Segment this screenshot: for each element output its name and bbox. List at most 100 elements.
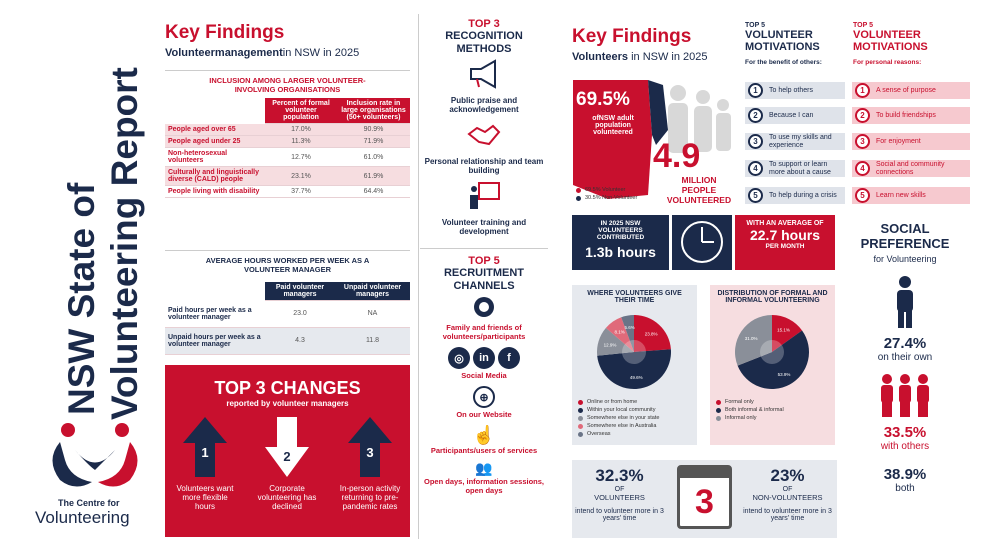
group-people-icon (881, 373, 929, 417)
pointer-icon: ☝ (472, 425, 496, 446)
left-title: Key Findings (165, 22, 285, 43)
change-item-3: 3 In-person activity returning to pre-pa… (335, 417, 405, 511)
pie-slice (737, 330, 809, 389)
motivation-number: 3 (748, 134, 763, 149)
recognition-panel: TOP 3 RECOGNITION METHODS Public praise … (424, 18, 544, 237)
motivation-label: A sense of purpose (876, 86, 936, 94)
distribution-pie-chart: 15.1% 53.9% 31.0% (735, 315, 809, 389)
participation-panel: 69.5% ofNSW adult population volunteered… (568, 75, 736, 205)
logo-line2: Volunteering (35, 508, 130, 527)
hours-table: Paid volunteer managers Unpaid volunteer … (165, 282, 410, 355)
average-box: WITH AN AVERAGE OF 22.7 hours PER MONTH (735, 215, 835, 270)
nsw-map-icon (573, 80, 731, 199)
motivation-right-item: 1 A sense of purpose (852, 82, 970, 99)
pie-data-label: 31.0% (745, 336, 758, 341)
changes-title: TOP 3 CHANGES (214, 378, 361, 398)
pie-center (622, 340, 646, 364)
pie-slice (597, 349, 671, 390)
inclusion-table: Percent of formal volunteer population In… (165, 98, 410, 198)
motivation-label: To support or learn more about a cause (769, 160, 831, 176)
inclusion-table-panel: INCLUSION AMONG LARGER VOLUNTEER-INVOLVI… (165, 76, 410, 246)
motivation-right-item: 3 For enjoyment (852, 133, 970, 150)
pie-data-label: 5.6% (624, 325, 634, 330)
motivation-right-item: 5 Learn new skills (852, 187, 970, 204)
pie-data-label: 12.9% (604, 342, 617, 347)
left-header: Key Findings Volunteermanagementin NSW i… (165, 14, 410, 72)
motivation-left-item: 3 To use my skills and experience (745, 133, 845, 150)
motivation-number: 5 (748, 188, 763, 203)
pie-slice (772, 315, 803, 352)
changes-subtitle: reported by volunteer managers (226, 399, 349, 408)
up-arrow-icon: 1 (183, 417, 227, 477)
facebook-icon: f (498, 347, 520, 370)
inclusion-col2: Inclusion rate in large organisations (5… (337, 98, 410, 124)
motivation-left-item: 4 To support or learn more about a cause (745, 160, 845, 177)
motivation-left-item: 2 Because I can (745, 107, 845, 124)
motivation-label: Social and community connections (876, 160, 945, 176)
pie-slice (634, 315, 671, 352)
table-row: People aged over 65 17.0% 90.9% (165, 123, 410, 136)
inclusion-heading: INCLUSION AMONG LARGER VOLUNTEER-INVOLVI… (209, 76, 366, 94)
motivation-number: 2 (855, 108, 870, 123)
contributed-box: IN 2025 NSW VOLUNTEERS CONTRIBUTED 1.3b … (572, 215, 669, 270)
motivations-right-header: TOP 5 VOLUNTEER MOTIVATIONS For personal… (853, 22, 928, 67)
hours-table-panel: AVERAGE HOURS WORKED PER WEEK AS A VOLUN… (165, 256, 410, 356)
svg-text:1: 1 (201, 445, 208, 460)
future-intent-panel: 32.3% OF VOLUNTEERS intend to volunteer … (572, 460, 837, 538)
top3-changes-panel: TOP 3 CHANGES reported by volunteer mana… (165, 365, 410, 537)
pie-slice (735, 315, 772, 366)
up-arrow-icon: 3 (348, 417, 392, 477)
where-pie-chart: 23.8% 49.6% 12.9% 8.1%5.6% (597, 315, 671, 390)
left-subtitle-rest: in NSW in 2025 (282, 47, 360, 59)
motivation-label: Learn new skills (876, 191, 926, 199)
motivation-number: 1 (855, 83, 870, 98)
vertical-title-line1: NSW State of (61, 182, 102, 415)
globe-icon: ⊕ (473, 386, 495, 409)
pie-data-label: 53.9% (778, 372, 791, 377)
recruitment-panel: TOP 5 RECRUITMENT CHANNELS Family and fr… (420, 255, 548, 495)
left-subtitle-bold: Volunteermanagement (165, 47, 283, 59)
instagram-icon: ◎ (448, 347, 470, 370)
table-row: Culturally and linguistically diverse (C… (165, 166, 410, 186)
clock-icon (681, 221, 723, 263)
vertical-title: NSW State of Volunteering Report (6, 20, 156, 420)
down-arrow-icon: 2 (265, 417, 309, 477)
chat-icon (474, 297, 494, 318)
clock-panel (672, 215, 732, 270)
svg-text:2: 2 (283, 449, 290, 464)
change-item-1: 1 Volunteers want more flexible hours (175, 417, 235, 511)
logo-line1: The Centre for (58, 498, 120, 508)
motivation-label: To help others (769, 86, 813, 94)
motivation-number: 5 (855, 188, 870, 203)
change-item-2: 2 Corporate volunteering has declined (257, 417, 317, 511)
pie-data-label: 15.1% (777, 328, 790, 333)
motivation-number: 2 (748, 108, 763, 123)
inclusion-col1: Percent of formal volunteer population (265, 98, 337, 124)
motivation-right-item: 4 Social and community connections (852, 160, 970, 177)
handshake-icon (467, 124, 501, 146)
vertical-title-line2: Volunteering Report (104, 67, 145, 420)
motivation-number: 3 (855, 134, 870, 149)
table-row: People living with disability 37.7% 64.4% (165, 185, 410, 198)
logo: The Centre for Volunteering (30, 420, 160, 530)
hours-heading: AVERAGE HOURS WORKED PER WEEK AS A VOLUN… (205, 256, 370, 274)
pie-center (760, 340, 784, 364)
pie-data-label: 49.6% (630, 375, 643, 380)
hours-col2: Unpaid volunteer managers (335, 282, 410, 301)
motivation-left-item: 5 To help during a crisis (745, 187, 845, 204)
motivation-label: Because I can (769, 111, 814, 119)
megaphone-icon (470, 59, 496, 90)
motivation-number: 4 (855, 161, 870, 176)
svg-text:3: 3 (366, 445, 373, 460)
pie-slice (605, 317, 634, 352)
table-row: Paid hours per week as a volunteer manag… (165, 300, 410, 328)
motivation-label: For enjoyment (876, 137, 921, 145)
where-chart-panel: WHERE VOLUNTEERS GIVE THEIR TIME 23.8% 49… (572, 285, 697, 445)
motivation-number: 1 (748, 83, 763, 98)
motivation-label: To use my skills and experience (769, 133, 832, 149)
table-row: Non-heterosexual volunteers 12.7% 61.0% (165, 147, 410, 167)
pie-slice (621, 315, 634, 352)
motivation-number: 4 (748, 161, 763, 176)
linkedin-icon: in (473, 347, 495, 370)
training-board-icon (470, 182, 500, 210)
